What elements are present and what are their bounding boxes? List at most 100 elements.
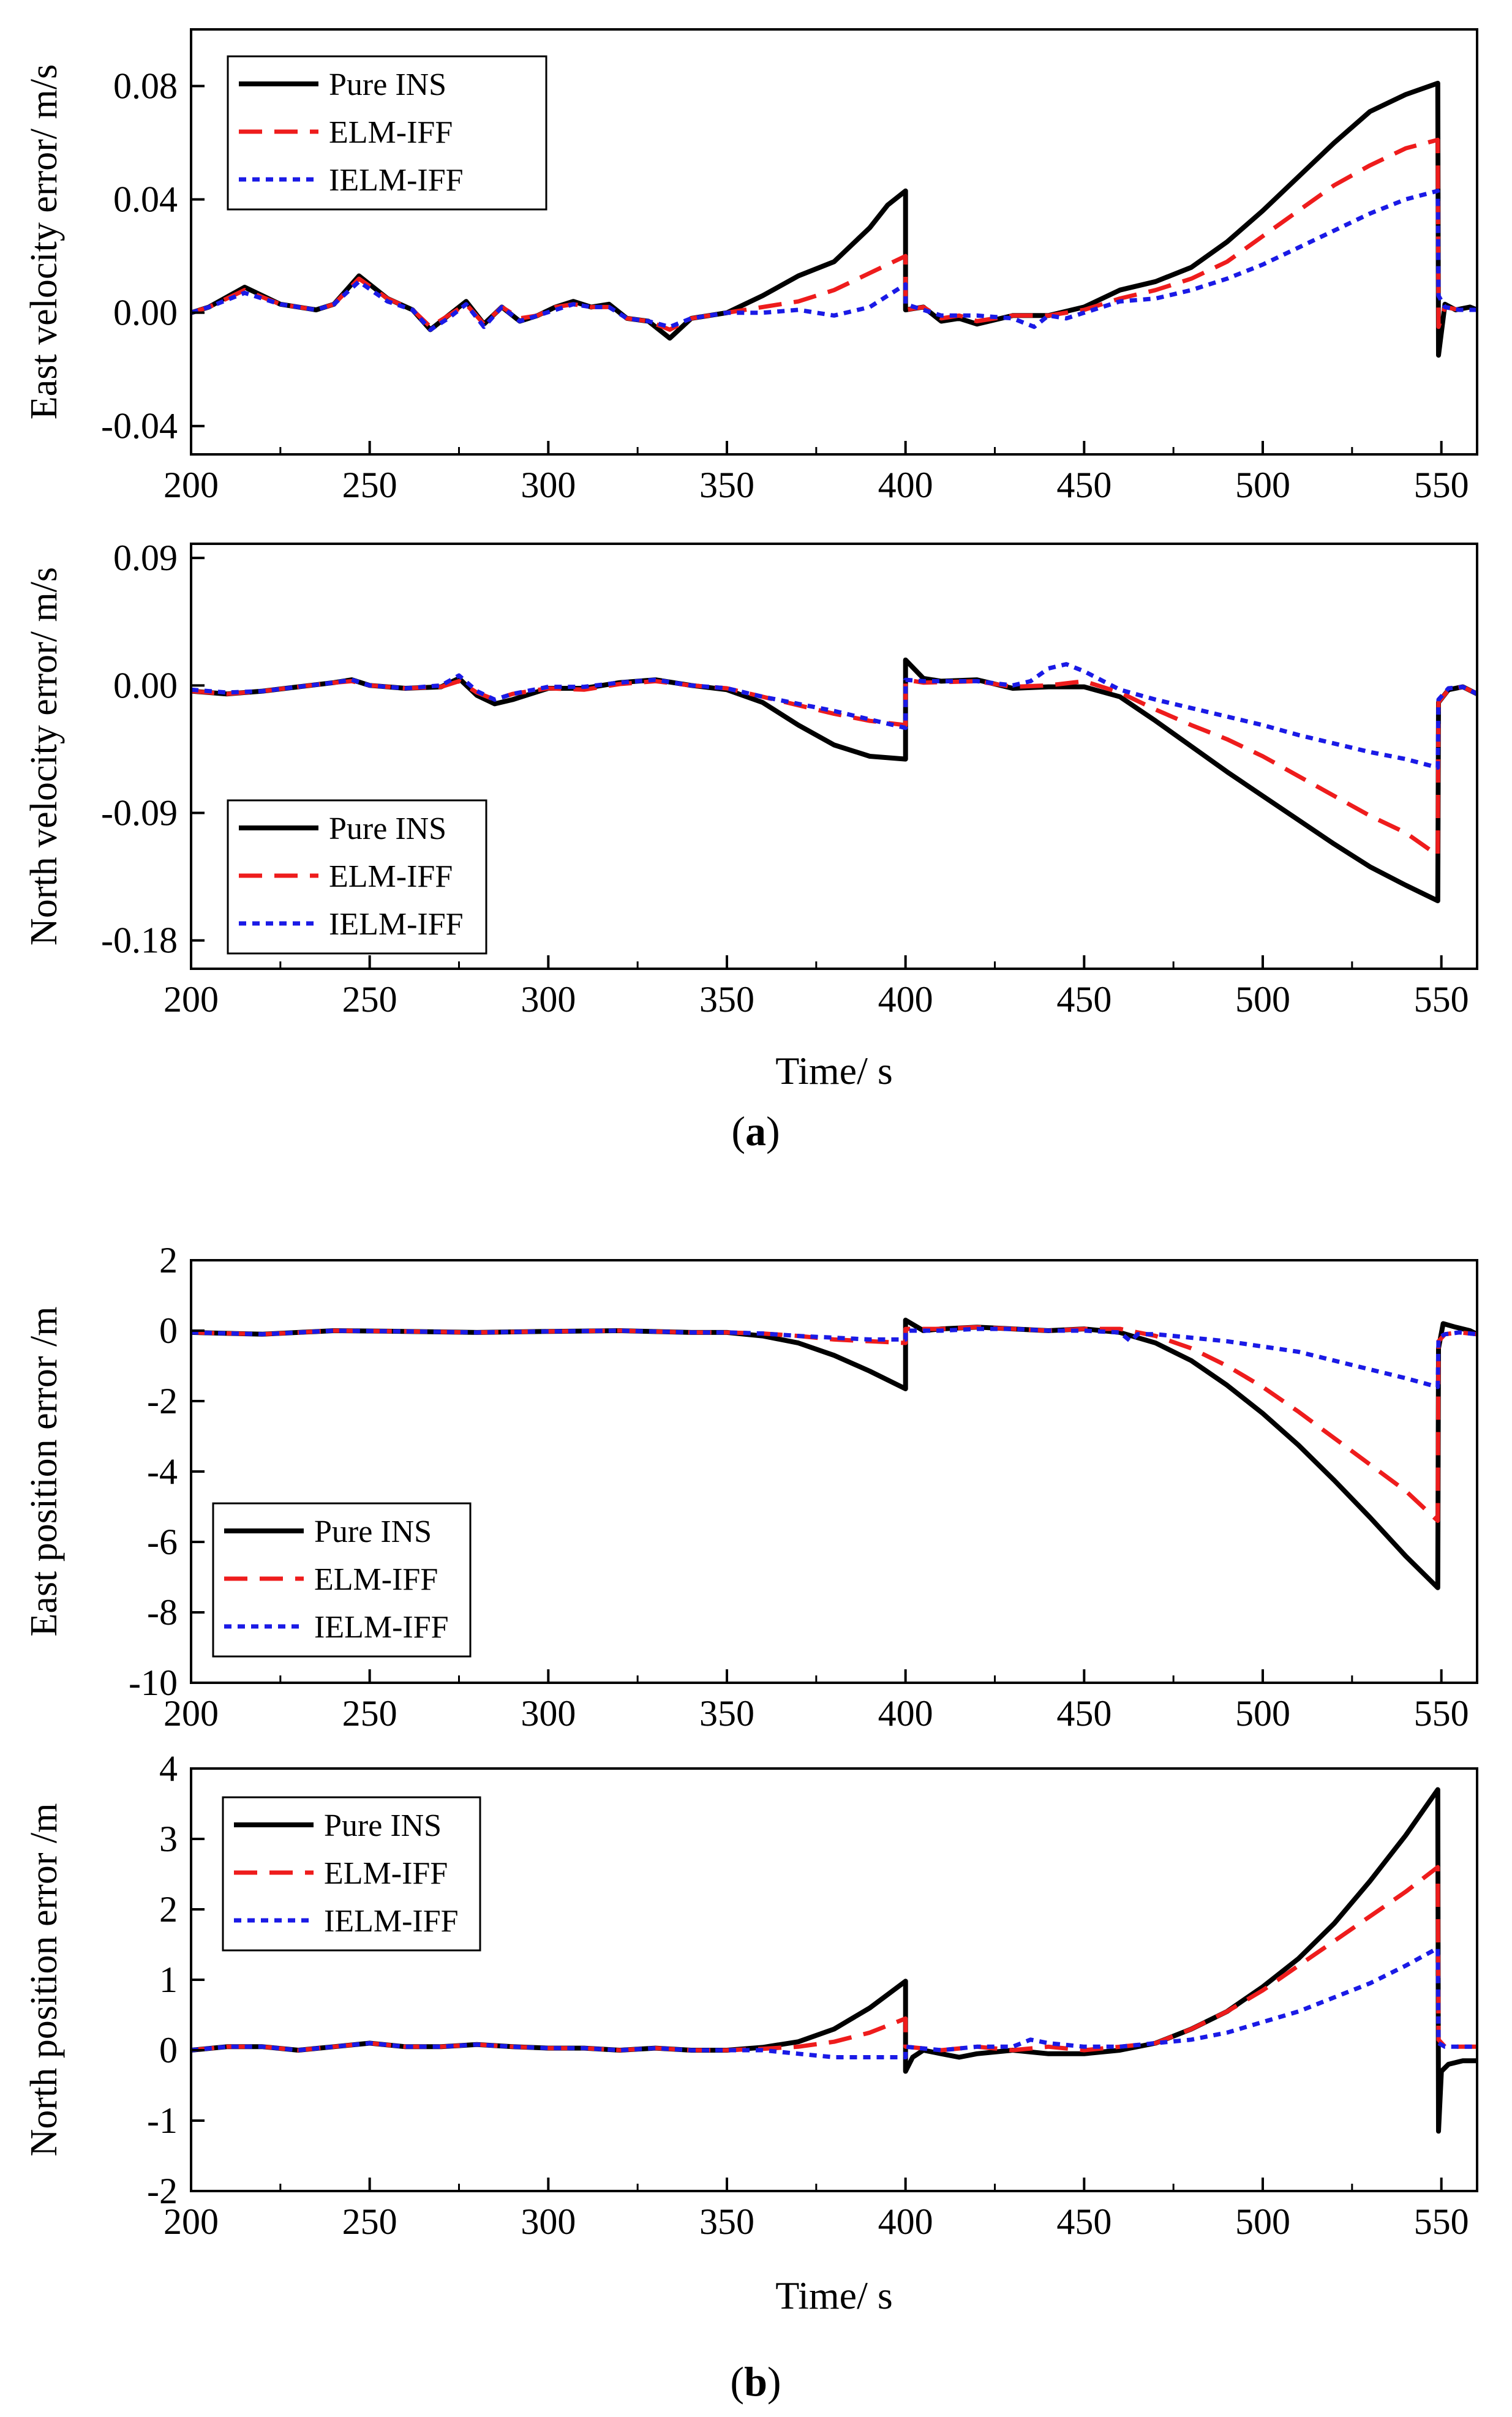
x-tick-label: 250 [342, 2201, 397, 2242]
series-group [191, 80, 1477, 358]
legend: Pure INS ELM-IFF IELM-IFF [227, 799, 487, 955]
x-tick-label: 400 [878, 979, 933, 1020]
x-tick-label: 200 [164, 2201, 219, 2242]
y-axis-label: North position error /m [23, 1803, 65, 2157]
y-tick-label: -10 [129, 1663, 178, 1703]
caption-a-open: ( [731, 1108, 745, 1154]
x-tick-label: 200 [164, 465, 219, 505]
legend-label: Pure INS [314, 1514, 432, 1549]
y-tick-label: 4 [159, 1748, 178, 1789]
y-tick-label: -0.09 [101, 793, 178, 833]
x-axis-label: Time/ s [775, 1049, 893, 1092]
legend: Pure INS ELM-IFF IELM-IFF [222, 1796, 481, 1952]
series-line-ielm-iff [191, 1326, 1477, 1389]
series-group [191, 1317, 1477, 1590]
x-tick-label: 550 [1414, 465, 1469, 505]
legend-label: ELM-IFF [314, 1562, 438, 1597]
legend: Pure INS ELM-IFF IELM-IFF [227, 55, 547, 211]
series-group [191, 657, 1477, 903]
y-tick-label: 0.04 [113, 179, 178, 220]
x-tick-label: 300 [521, 2201, 576, 2242]
caption-b-letter: b [744, 2358, 767, 2405]
y-axis-label: East velocity error/ m/s [23, 64, 65, 419]
series-line-elm-iff [191, 1865, 1477, 2053]
y-tick-label: 1 [159, 1960, 178, 2000]
x-tick-label: 500 [1235, 465, 1290, 505]
x-tick-label: 250 [342, 465, 397, 505]
chart-east-pos: 200 250 300 350 400 450 500 550 -10 -8 -6 -4 -2 0 2 Eas… [23, 1240, 1478, 1734]
legend-label: ELM-IFF [329, 859, 453, 894]
x-tick-label: 450 [1056, 2201, 1111, 2242]
series-line-ielm-iff [191, 189, 1477, 332]
y-tick-label: 0 [159, 1310, 178, 1351]
x-tick-label: 550 [1414, 979, 1469, 1020]
y-axis-label: North velocity error/ m/s [23, 567, 65, 945]
plot-frame [190, 543, 1478, 970]
chart-north-pos: 200 250 300 350 400 450 500 550 -2 -1 0 1 2 3 4 North p… [23, 1748, 1478, 2317]
x-tick-label: 350 [699, 465, 754, 505]
plot-frame [190, 28, 1478, 456]
x-tick-label: 550 [1414, 1693, 1469, 1734]
y-axis-label: East position error /m [23, 1307, 65, 1637]
legend-label: Pure INS [324, 1808, 442, 1843]
x-tick-label: 350 [699, 979, 754, 1020]
y-tick-label: -2 [147, 2171, 178, 2211]
y-tick-label: 3 [159, 1819, 178, 1859]
y-tick-label: -8 [147, 1592, 178, 1633]
x-tick-label: 200 [164, 979, 219, 1020]
x-tick-label: 500 [1235, 979, 1290, 1020]
y-tick-label: -1 [147, 2100, 178, 2141]
y-tick-label: 2 [159, 1889, 178, 1930]
x-tick-label: 350 [699, 1693, 754, 1734]
legend-label: IELM-IFF [329, 907, 464, 942]
x-tick-label: 250 [342, 1693, 397, 1734]
caption-a-letter: a [745, 1108, 766, 1154]
caption-a: (a) [731, 1108, 780, 1154]
x-tick-label: 350 [699, 2201, 754, 2242]
y-tick-label: 0 [159, 2030, 178, 2070]
series-group [191, 1787, 1477, 2134]
caption-b-open: ( [730, 2358, 744, 2405]
legend-label: IELM-IFF [324, 1904, 459, 1939]
x-tick-label: 400 [878, 2201, 933, 2242]
y-tick-label: -2 [147, 1381, 178, 1421]
legend-label: Pure INS [329, 811, 446, 846]
legend-label: Pure INS [329, 67, 446, 102]
legend-label: IELM-IFF [314, 1610, 449, 1645]
caption-a-close: ) [766, 1108, 780, 1154]
x-tick-label: 400 [878, 1693, 933, 1734]
y-tick-label: 0.00 [113, 293, 178, 333]
x-tick-label: 300 [521, 1693, 576, 1734]
x-tick-label: 550 [1414, 2201, 1469, 2242]
y-tick-label: -0.18 [101, 920, 178, 961]
y-tick-label: 0.09 [113, 538, 178, 578]
caption-b: (b) [730, 2358, 781, 2405]
caption-b-close: ) [767, 2358, 781, 2405]
x-tick-label: 500 [1235, 1693, 1290, 1734]
legend-label: IELM-IFF [329, 163, 464, 198]
x-tick-label: 200 [164, 1693, 219, 1734]
chart-east-vel: 200 250 300 350 400 450 500 550 -0.04 0.00 0.04 0.0… [23, 28, 1478, 505]
x-tick-label: 300 [521, 979, 576, 1020]
series-line-ielm-iff [191, 1945, 1477, 2059]
legend: Pure INS ELM-IFF IELM-IFF [212, 1502, 472, 1658]
y-tick-label: -6 [147, 1522, 178, 1562]
x-axis-label: Time/ s [775, 2274, 893, 2317]
x-tick-label: 400 [878, 465, 933, 505]
series-line-ielm-iff [191, 662, 1477, 770]
y-tick-label: 0.00 [113, 665, 178, 705]
x-tick-label: 500 [1235, 2201, 1290, 2242]
x-tick-label: 450 [1056, 979, 1111, 1020]
y-tick-label: 2 [159, 1240, 178, 1280]
legend-label: ELM-IFF [324, 1856, 448, 1891]
x-tick-label: 300 [521, 465, 576, 505]
y-tick-label: -4 [147, 1451, 178, 1492]
x-tick-label: 250 [342, 979, 397, 1020]
y-tick-label: 0.08 [113, 66, 178, 107]
chart-north-vel: 200 250 300 350 400 450 500 550 -0.18 -0.09 0.00 0.… [23, 538, 1478, 1092]
x-tick-label: 450 [1056, 1693, 1111, 1734]
y-tick-label: -0.04 [101, 406, 178, 446]
x-tick-label: 450 [1056, 465, 1111, 505]
legend-label: ELM-IFF [329, 115, 453, 150]
